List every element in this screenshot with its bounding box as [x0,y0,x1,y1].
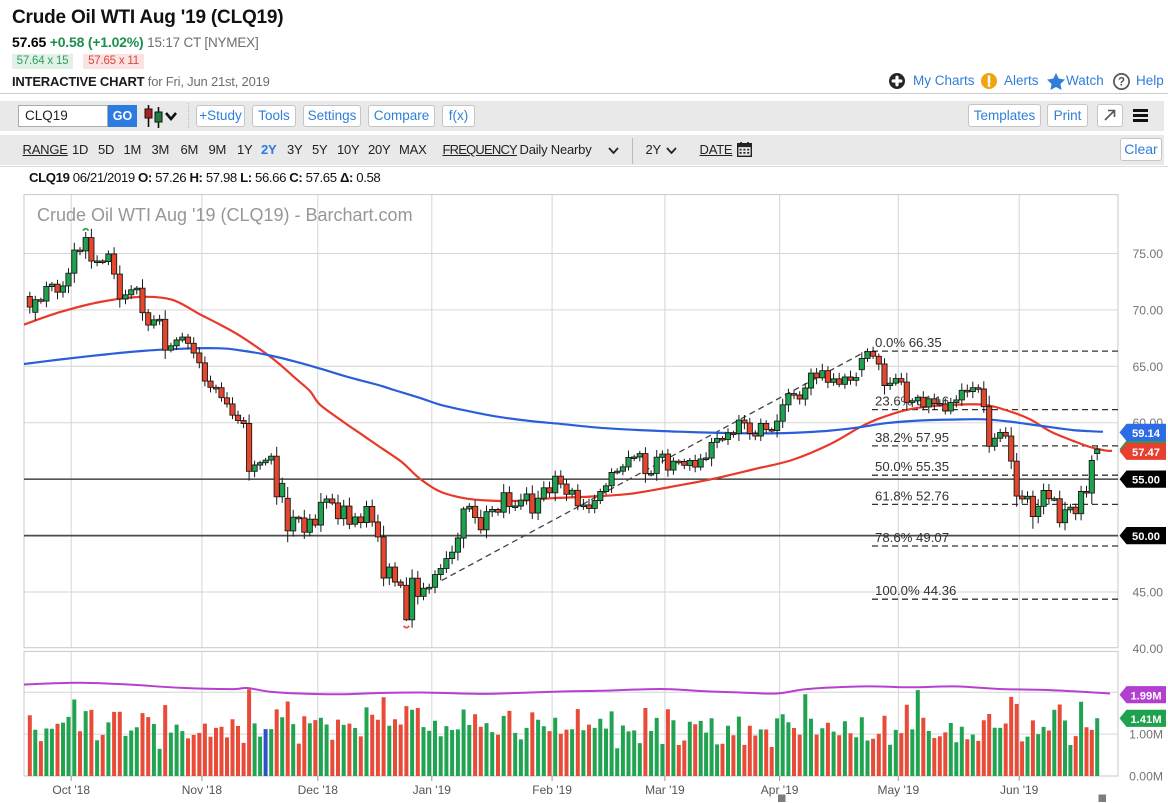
svg-text:78.6% 49.07: 78.6% 49.07 [875,530,949,545]
svg-text:Apr '19: Apr '19 [761,783,799,797]
svg-text:61.8% 52.76: 61.8% 52.76 [875,488,949,503]
svg-text:57.47: 57.47 [1132,447,1160,459]
svg-text:38.2% 57.95: 38.2% 57.95 [875,430,949,445]
svg-text:Mar '19: Mar '19 [645,783,685,797]
svg-text:50.00: 50.00 [1132,531,1160,543]
svg-text:100.0% 44.36: 100.0% 44.36 [875,583,956,598]
svg-text:40.00: 40.00 [1133,642,1164,656]
svg-text:Jun '19: Jun '19 [1000,783,1039,797]
svg-text:70.00: 70.00 [1133,303,1164,317]
svg-text:1.00M: 1.00M [1129,728,1163,742]
svg-text:75.00: 75.00 [1133,247,1164,261]
svg-text:1.41M: 1.41M [1130,714,1161,726]
svg-text:45.00: 45.00 [1133,586,1164,600]
svg-text:Feb '19: Feb '19 [532,783,572,797]
svg-text:59.14: 59.14 [1132,428,1161,440]
svg-text:Jan '19: Jan '19 [413,783,452,797]
svg-text:May '19: May '19 [877,783,919,797]
svg-text:Oct '18: Oct '18 [52,783,90,797]
svg-text:50.0% 55.35: 50.0% 55.35 [875,459,949,474]
svg-text:0.00M: 0.00M [1129,770,1163,784]
svg-text:Nov '18: Nov '18 [182,783,223,797]
svg-text:Dec '18: Dec '18 [298,783,339,797]
svg-text:1.99M: 1.99M [1130,690,1161,702]
svg-text:55.00: 55.00 [1132,475,1160,487]
svg-text:?: ? [1118,76,1125,88]
svg-text:Crude Oil WTI Aug '19 (CLQ19): Crude Oil WTI Aug '19 (CLQ19) - Barchart… [37,205,413,225]
svg-text:0.0% 66.35: 0.0% 66.35 [875,335,942,350]
svg-text:65.00: 65.00 [1133,360,1164,374]
